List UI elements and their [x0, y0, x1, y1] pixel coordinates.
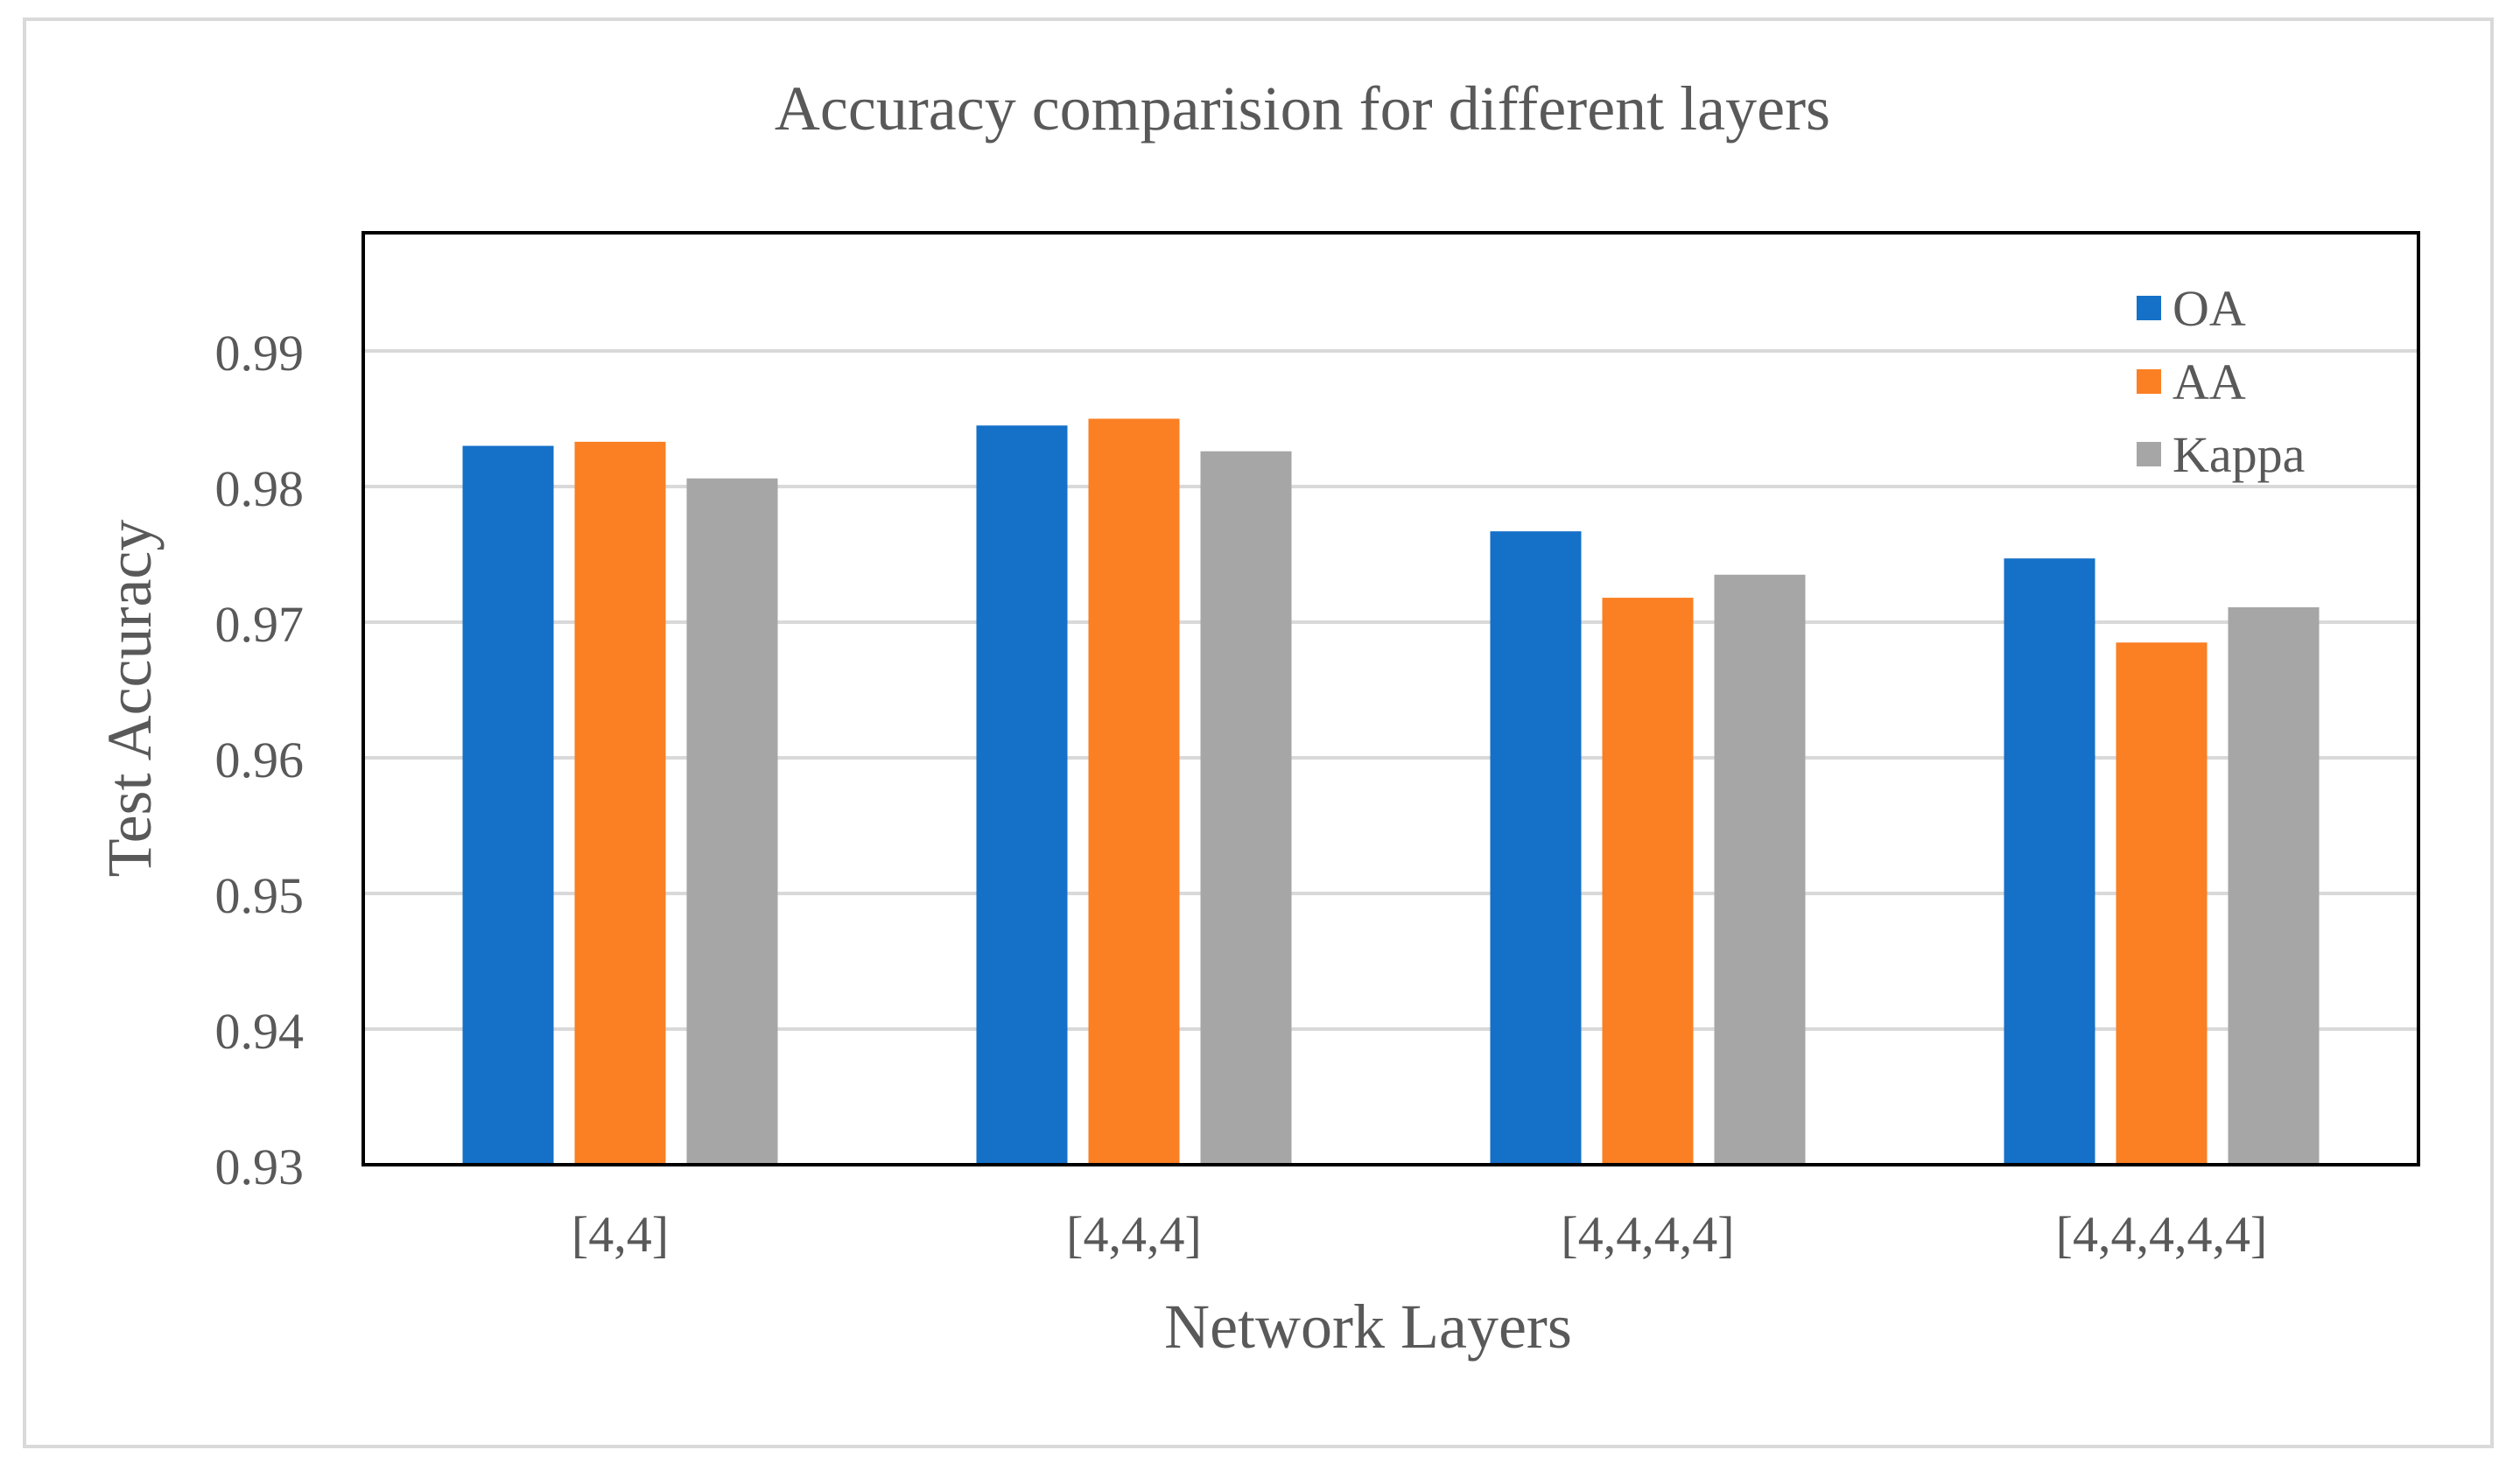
y-tick-label: 0.98: [215, 460, 305, 517]
y-tick-label: 0.95: [215, 867, 305, 924]
bar-kappa-0: [686, 478, 778, 1165]
chart-title: Accuracy comparision for different layer…: [775, 74, 1830, 144]
y-axis-ticks: 0.93 0.94 0.95 0.96 0.97 0.98 0.99: [215, 325, 305, 1195]
bar-aa-2: [1602, 598, 1694, 1165]
y-tick-label: 0.96: [215, 732, 305, 788]
bar-oa-0: [462, 445, 554, 1165]
legend: OA AA Kappa: [2137, 280, 2305, 483]
y-tick-label: 0.99: [215, 325, 305, 382]
bar-kappa-3: [2228, 606, 2320, 1165]
legend-swatch-kappa: [2137, 442, 2161, 466]
x-tick-label: [4,4]: [572, 1206, 669, 1263]
bar-oa-3: [2004, 558, 2095, 1165]
x-tick-label: [4,4,4,4,4]: [2056, 1206, 2268, 1263]
legend-label-aa: AA: [2173, 354, 2246, 410]
x-axis-ticks: [4,4] [4,4,4] [4,4,4,4] [4,4,4,4,4]: [572, 1206, 2267, 1263]
legend-label-kappa: Kappa: [2173, 426, 2305, 483]
bar-aa-0: [574, 441, 666, 1166]
x-tick-label: [4,4,4,4]: [1561, 1206, 1734, 1263]
y-tick-label: 0.93: [215, 1138, 305, 1195]
bar-kappa-2: [1714, 574, 1806, 1165]
x-tick-label: [4,4,4]: [1066, 1206, 1202, 1263]
legend-swatch-oa: [2137, 296, 2161, 320]
x-axis-label: Network Layers: [1164, 1292, 1572, 1362]
gridlines: [363, 349, 2418, 1031]
bar-kappa-1: [1200, 451, 1292, 1165]
bar-oa-1: [976, 425, 1068, 1165]
bar-oa-2: [1490, 531, 1582, 1165]
legend-label-oa: OA: [2173, 280, 2246, 337]
y-axis-label: Test Accuracy: [95, 520, 165, 878]
bar-aa-3: [2116, 642, 2208, 1165]
bar-aa-1: [1088, 418, 1180, 1165]
y-tick-label: 0.97: [215, 596, 305, 653]
plot-area-border: [362, 231, 2420, 1166]
bars: [462, 418, 2320, 1166]
y-tick-label: 0.94: [215, 1003, 305, 1060]
legend-swatch-aa: [2137, 369, 2161, 394]
